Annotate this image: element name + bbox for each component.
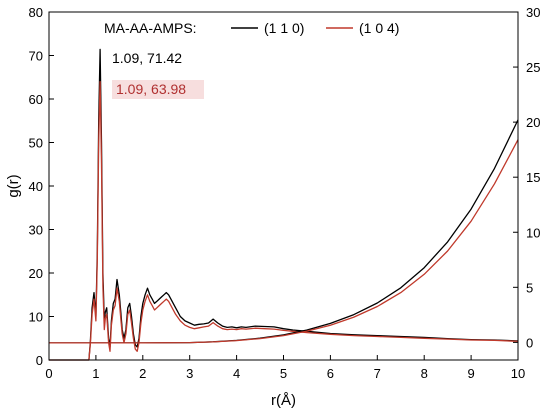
series-line-1 bbox=[49, 80, 519, 361]
legend-label-104: (1 0 4) bbox=[359, 20, 399, 36]
legend-title: MA-AA-AMPS: bbox=[104, 20, 197, 36]
y-right-tick-label-5: 25 bbox=[526, 60, 540, 75]
y-left-tick-label-4: 40 bbox=[29, 179, 43, 194]
series-line-3 bbox=[49, 139, 519, 344]
y-left-tick-label-8: 80 bbox=[29, 5, 43, 20]
annotation-peak-104: 1.09, 63.98 bbox=[116, 81, 186, 97]
y-right-tick-label-6: 30 bbox=[526, 5, 540, 20]
y-left-tick-label-5: 50 bbox=[29, 136, 43, 151]
x-tick-label-0: 0 bbox=[45, 366, 52, 381]
annotation-peak-110: 1.09, 71.42 bbox=[112, 50, 182, 66]
y-left-tick-label-3: 30 bbox=[29, 223, 43, 238]
y-right-tick-label-1: 5 bbox=[526, 280, 533, 295]
legend: MA-AA-AMPS: (1 1 0) (1 0 4) bbox=[104, 20, 399, 36]
y-right-tick-label-4: 20 bbox=[526, 115, 540, 130]
y-right-tick-label-2: 10 bbox=[526, 225, 540, 240]
x-axis-label: r(Å) bbox=[271, 392, 296, 409]
x-tick-label-10: 10 bbox=[511, 366, 525, 381]
series-layer bbox=[49, 48, 519, 361]
y-left-tick-label-1: 10 bbox=[29, 310, 43, 325]
x-tick-label-7: 7 bbox=[374, 366, 381, 381]
y-left-tick-label-2: 20 bbox=[29, 266, 43, 281]
y-axis-label: g(r) bbox=[5, 174, 22, 197]
x-tick-label-2: 2 bbox=[139, 366, 146, 381]
x-tick-label-4: 4 bbox=[233, 366, 240, 381]
y-left-tick-label-6: 60 bbox=[29, 92, 43, 107]
plot-frame bbox=[48, 11, 519, 361]
legend-label-110: (1 1 0) bbox=[264, 20, 304, 36]
x-tick-label-5: 5 bbox=[280, 366, 287, 381]
x-tick-label-9: 9 bbox=[467, 366, 474, 381]
annotation-background-104 bbox=[112, 80, 204, 99]
y-right-tick-label-3: 15 bbox=[526, 170, 540, 185]
series-line-0 bbox=[49, 48, 519, 361]
y-right-tick-label-0: 0 bbox=[526, 335, 533, 350]
y-left-tick-label-7: 70 bbox=[29, 49, 43, 64]
x-tick-label-6: 6 bbox=[327, 366, 334, 381]
y-left-tick-label-0: 0 bbox=[36, 353, 43, 368]
ticks-layer: 0 1 2 3 4 5 6 7 8 9 10 0 10 20 30 40 50 60 70 80 0 5 10 15 20 25 3… bbox=[29, 5, 541, 381]
x-tick-label-8: 8 bbox=[421, 366, 428, 381]
x-tick-label-1: 1 bbox=[92, 366, 99, 381]
x-tick-label-3: 3 bbox=[186, 366, 193, 381]
